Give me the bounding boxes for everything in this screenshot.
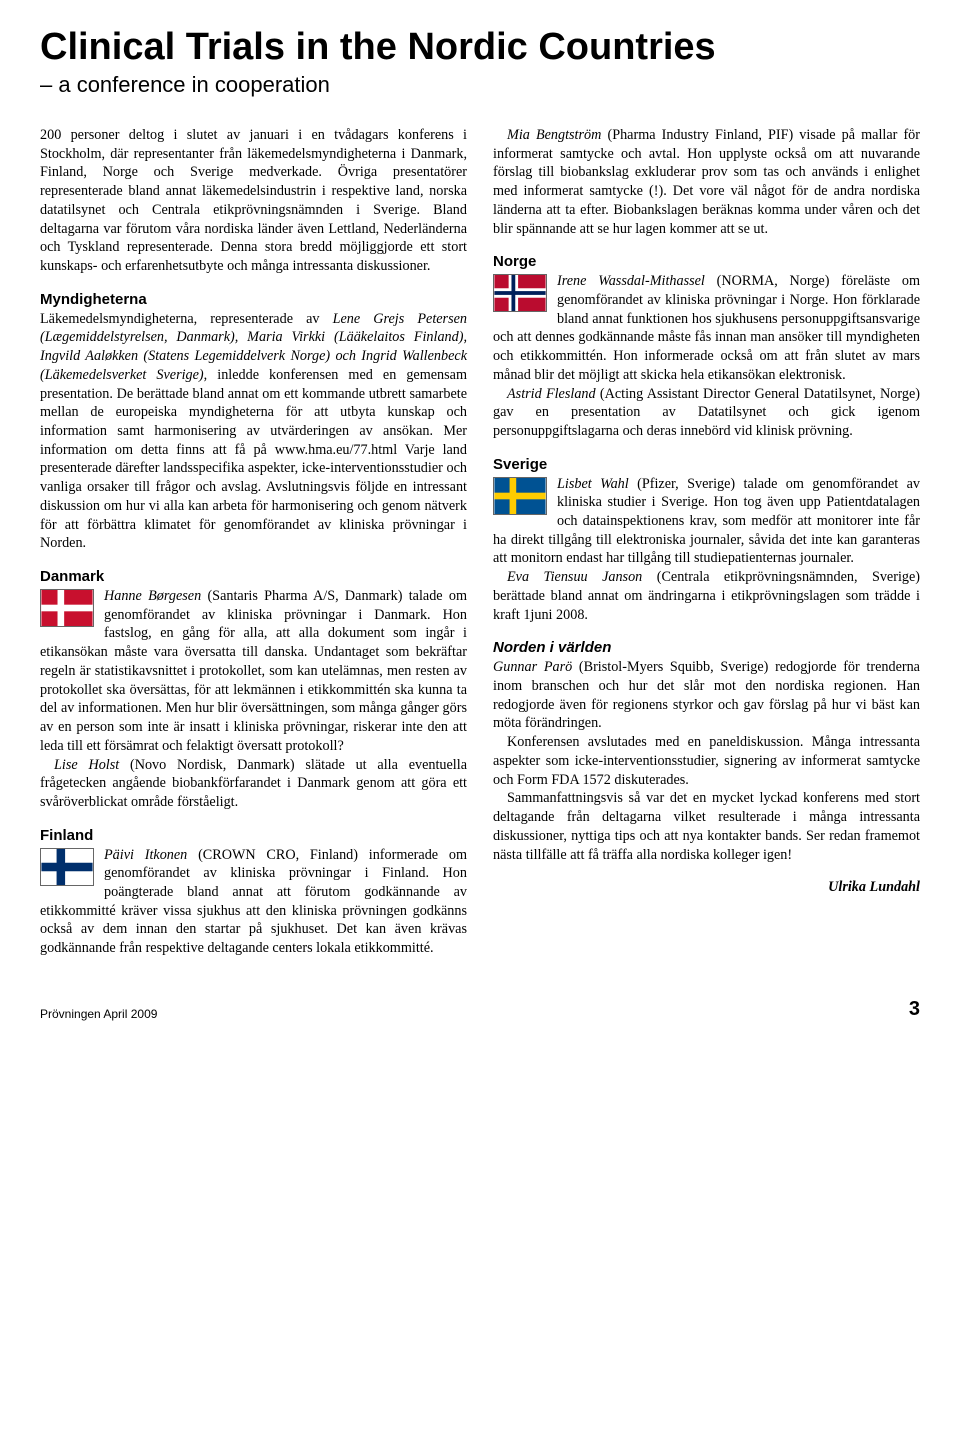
denmark-flag-icon <box>40 589 94 627</box>
norden-p2: Konferensen avslutades med en paneldisku… <box>493 733 920 789</box>
page-subtitle: – a conference in cooperation <box>40 72 920 98</box>
name-italic: Päivi Itkonen <box>104 847 187 863</box>
text: Varje land presenterade därefter landssp… <box>40 442 467 552</box>
name-italic: Hanne Børgesen <box>104 588 201 604</box>
name-italic: Irene Wassdal-Mithassel <box>557 273 705 289</box>
norge-block: Irene Wassdal-Mithassel (NORMA, Norge) f… <box>493 272 920 384</box>
heading-sverige: Sverige <box>493 455 920 475</box>
text: (Pharma Industry Finland, PIF) visade på… <box>493 127 920 237</box>
name-italic: Astrid Flesland <box>507 386 596 402</box>
page-footer: Prövningen April 2009 3 <box>40 998 920 1021</box>
footer-issue: Prövningen April 2009 <box>40 1007 157 1021</box>
heading-danmark: Danmark <box>40 567 467 587</box>
text: Läkemedelsmyndigheterna, representerade … <box>40 311 333 327</box>
norway-flag-icon <box>493 274 547 312</box>
intro-paragraph: 200 personer deltog i slutet av januari … <box>40 126 467 276</box>
norden-p1: Gunnar Parö (Bristol-Myers Squibb, Sveri… <box>493 658 920 733</box>
finland-block: Päivi Itkonen (CROWN CRO, Finland) infor… <box>40 846 467 958</box>
byline: Ulrika Lundahl <box>493 878 920 897</box>
heading-finland: Finland <box>40 826 467 846</box>
name-italic: Lisbet Wahl <box>557 476 629 492</box>
sweden-flag-icon <box>493 477 547 515</box>
article-body: 200 personer deltog i slutet av januari … <box>40 126 920 958</box>
norge-p2: Astrid Flesland (Acting Assistant Direct… <box>493 385 920 441</box>
hma-link[interactable]: www.hma.eu/77.html <box>275 442 397 458</box>
danmark-block: Hanne Børgesen (Santaris Pharma A/S, Dan… <box>40 587 467 756</box>
text: (NORMA, Norge) föreläste om genomförande… <box>493 273 920 383</box>
sverige-block: Lisbet Wahl (Pfizer, Sverige) talade om … <box>493 475 920 569</box>
sverige-p2: Eva Tiensuu Janson (Centrala etikprövnin… <box>493 568 920 624</box>
name-italic: Mia Bengtström <box>507 127 601 143</box>
footer-page-number: 3 <box>909 998 920 1021</box>
heading-myndigheterna: Myndigheterna <box>40 290 467 310</box>
name-italic: Lise Holst <box>54 757 119 773</box>
name-italic: Eva Tiensuu Janson <box>507 569 642 585</box>
text: (Santaris Pharma A/S, Danmark) talade om… <box>40 588 467 754</box>
heading-norge: Norge <box>493 252 920 272</box>
name-italic: Gunnar Parö <box>493 659 572 675</box>
heading-norden: Norden i världen <box>493 638 920 658</box>
page-title: Clinical Trials in the Nordic Countries <box>40 28 920 68</box>
finland-flag-icon <box>40 848 94 886</box>
finland-p2: Mia Bengtström (Pharma Industry Finland,… <box>493 126 920 238</box>
myndigheterna-body: Läkemedelsmyndigheterna, representerade … <box>40 310 467 554</box>
danmark-p2: Lise Holst (Novo Nordisk, Danmark) släta… <box>40 756 467 812</box>
norden-p3: Sammanfattningsvis så var det en mycket … <box>493 789 920 864</box>
